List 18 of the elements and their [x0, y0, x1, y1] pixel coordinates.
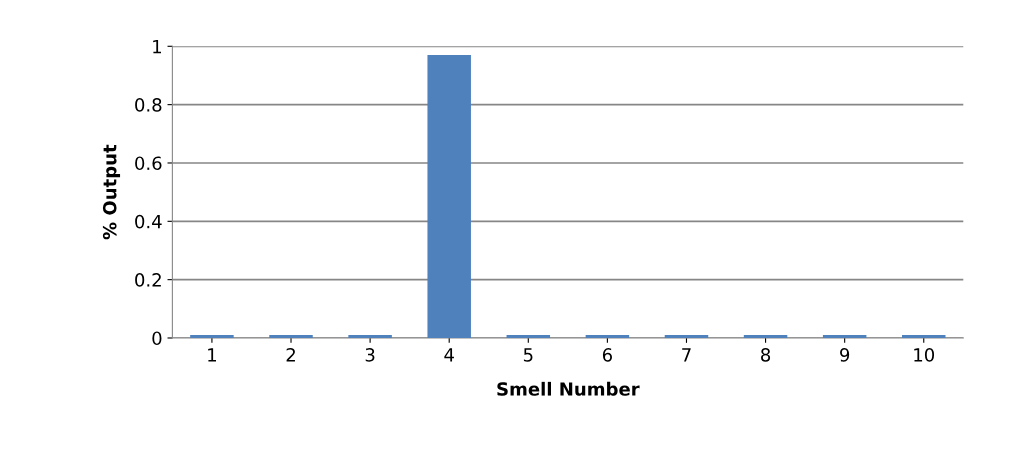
x-tick-label: 3 — [365, 348, 375, 362]
x-tick-label: 5 — [523, 348, 533, 362]
y-tick-label: 0.8 — [135, 98, 162, 112]
x-tick-label: 8 — [761, 348, 771, 362]
y-tick-label: 1 — [153, 40, 161, 54]
x-tick-label: 6 — [602, 348, 612, 362]
x-tick-label: 10 — [914, 348, 935, 362]
x-tick-label: 4 — [444, 348, 454, 362]
x-axis-title: Smell Number — [497, 381, 640, 396]
y-tick-label: 0.6 — [135, 156, 162, 171]
y-tick-label: 0.4 — [135, 214, 162, 229]
x-tick-label: 1 — [208, 348, 216, 362]
y-tick-label: 0 — [152, 331, 162, 346]
x-tick-label: 7 — [682, 348, 691, 362]
y-axis-title: % Output — [102, 144, 121, 240]
x-tick-label: 9 — [840, 348, 850, 362]
x-tick-label: 2 — [286, 348, 295, 362]
y-tick-label: 0.2 — [135, 273, 161, 287]
